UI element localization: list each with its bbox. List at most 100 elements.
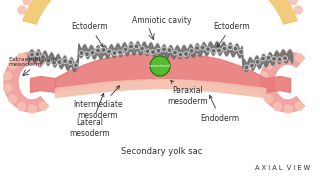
Circle shape — [229, 46, 231, 49]
Circle shape — [196, 47, 198, 49]
Circle shape — [53, 61, 55, 64]
Circle shape — [234, 48, 237, 50]
Circle shape — [108, 50, 110, 53]
Circle shape — [156, 49, 161, 53]
Circle shape — [96, 48, 100, 53]
Circle shape — [295, 102, 303, 110]
Circle shape — [157, 50, 160, 52]
Circle shape — [184, 52, 188, 56]
Circle shape — [124, 48, 127, 51]
Circle shape — [80, 52, 83, 54]
Circle shape — [206, 47, 210, 51]
Circle shape — [90, 50, 95, 55]
Circle shape — [57, 60, 62, 64]
Circle shape — [63, 59, 67, 63]
Circle shape — [28, 105, 36, 113]
Circle shape — [273, 58, 275, 60]
Circle shape — [9, 61, 17, 69]
Circle shape — [97, 49, 99, 52]
Circle shape — [163, 48, 165, 51]
Circle shape — [151, 50, 155, 54]
Circle shape — [69, 61, 72, 63]
Circle shape — [35, 52, 40, 56]
Circle shape — [145, 49, 150, 53]
Circle shape — [64, 60, 66, 62]
Circle shape — [150, 56, 170, 76]
Circle shape — [240, 51, 242, 53]
Circle shape — [101, 48, 106, 52]
Circle shape — [36, 53, 39, 55]
Text: Lateral
mesoderm: Lateral mesoderm — [70, 93, 110, 138]
Circle shape — [102, 49, 105, 51]
Circle shape — [289, 0, 297, 5]
Circle shape — [200, 45, 205, 50]
Circle shape — [41, 55, 45, 59]
Circle shape — [278, 58, 281, 60]
Polygon shape — [23, 0, 297, 24]
Circle shape — [46, 58, 51, 63]
Circle shape — [267, 57, 270, 59]
Polygon shape — [260, 52, 304, 112]
Circle shape — [223, 47, 226, 50]
Circle shape — [233, 46, 238, 51]
Circle shape — [107, 49, 111, 54]
Circle shape — [260, 84, 268, 92]
Circle shape — [218, 49, 220, 52]
Circle shape — [266, 56, 271, 60]
Circle shape — [4, 72, 12, 80]
Circle shape — [119, 51, 121, 53]
Circle shape — [217, 48, 221, 53]
Circle shape — [201, 46, 204, 49]
Circle shape — [17, 102, 25, 111]
Circle shape — [31, 53, 33, 56]
Circle shape — [211, 49, 216, 53]
Circle shape — [195, 46, 199, 50]
Text: Intermediate
mesoderm: Intermediate mesoderm — [73, 86, 123, 120]
Text: Amniotic cavity: Amniotic cavity — [132, 15, 192, 24]
Circle shape — [284, 51, 292, 59]
Circle shape — [28, 51, 36, 59]
Circle shape — [141, 48, 143, 50]
Circle shape — [190, 50, 193, 52]
Circle shape — [294, 6, 302, 14]
Circle shape — [123, 47, 128, 52]
Circle shape — [68, 60, 73, 64]
Circle shape — [91, 51, 94, 54]
Circle shape — [52, 60, 56, 65]
Circle shape — [129, 44, 133, 49]
Circle shape — [39, 102, 47, 110]
Circle shape — [212, 50, 215, 52]
Circle shape — [265, 95, 273, 103]
Circle shape — [265, 61, 273, 69]
Circle shape — [47, 60, 50, 62]
Circle shape — [189, 49, 194, 53]
Circle shape — [284, 57, 286, 59]
Circle shape — [173, 50, 177, 55]
Circle shape — [256, 61, 259, 63]
Circle shape — [277, 57, 282, 62]
Circle shape — [113, 52, 116, 54]
Circle shape — [118, 50, 122, 55]
Circle shape — [85, 52, 89, 56]
Text: Secondary yolk sac: Secondary yolk sac — [121, 147, 203, 156]
Circle shape — [79, 51, 84, 55]
Circle shape — [58, 61, 61, 63]
Circle shape — [261, 56, 265, 61]
Circle shape — [42, 56, 44, 58]
Circle shape — [284, 105, 292, 113]
Circle shape — [255, 60, 260, 64]
Circle shape — [174, 51, 176, 54]
Circle shape — [260, 72, 268, 80]
Circle shape — [23, 0, 31, 5]
Circle shape — [134, 44, 139, 48]
Circle shape — [179, 53, 182, 56]
Circle shape — [262, 57, 264, 60]
Circle shape — [152, 51, 154, 53]
Circle shape — [283, 56, 287, 60]
Circle shape — [245, 66, 248, 69]
Circle shape — [207, 48, 209, 50]
Circle shape — [251, 64, 253, 67]
Text: Paraxial
mesoderm: Paraxial mesoderm — [168, 80, 208, 106]
Circle shape — [167, 48, 172, 52]
Text: notochord: notochord — [149, 64, 171, 68]
